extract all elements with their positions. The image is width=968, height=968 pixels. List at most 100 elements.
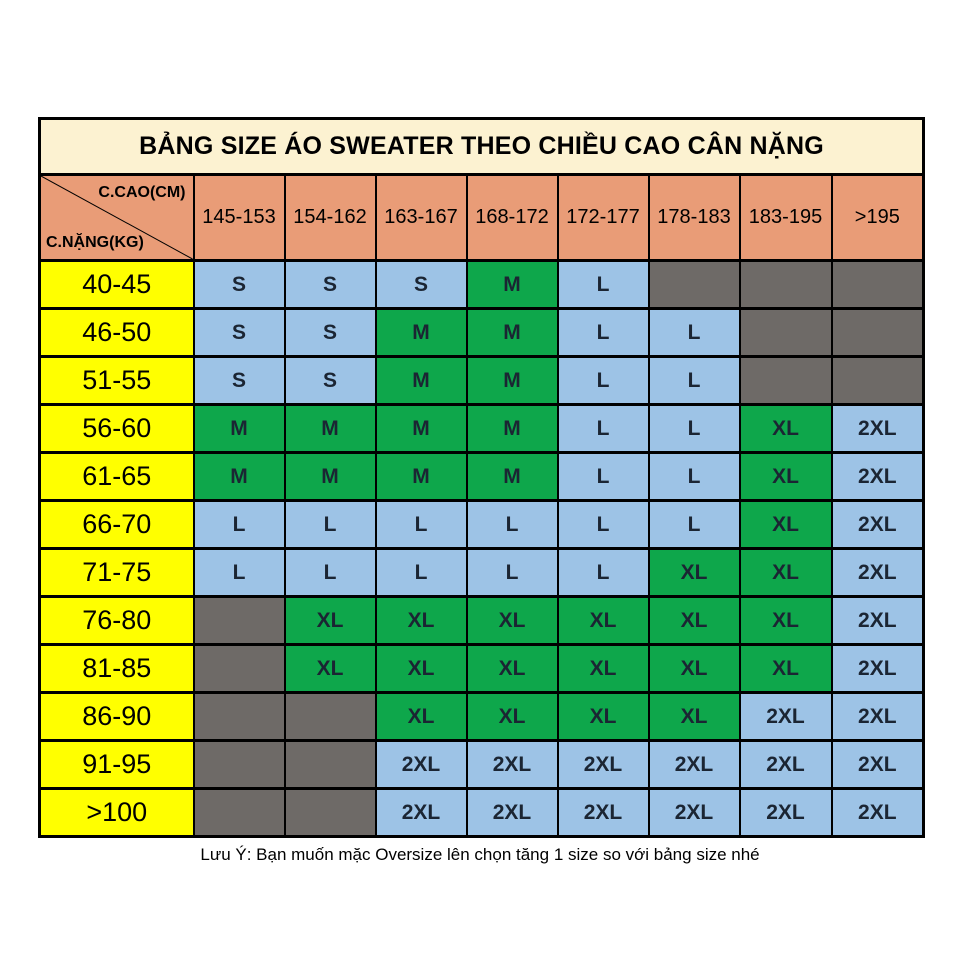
size-cell: S	[283, 259, 377, 310]
size-cell: 2XL	[738, 691, 833, 742]
size-cell: XL	[647, 691, 741, 742]
size-cell: 2XL	[830, 451, 925, 502]
size-cell: 2XL	[556, 739, 650, 790]
empty-cell	[738, 355, 833, 406]
size-cell: L	[374, 547, 468, 598]
size-cell: XL	[556, 595, 650, 646]
size-cell: 2XL	[647, 787, 741, 838]
size-cell: XL	[556, 643, 650, 694]
size-cell: L	[556, 259, 650, 310]
size-cell: L	[465, 499, 559, 550]
size-cell: L	[556, 499, 650, 550]
size-cell: L	[192, 547, 286, 598]
size-cell: 2XL	[374, 787, 468, 838]
size-cell: L	[647, 403, 741, 454]
size-cell: XL	[738, 643, 833, 694]
weight-row-header: 40-45	[38, 259, 195, 310]
height-col-header: 168-172	[465, 173, 559, 262]
size-cell: 2XL	[830, 595, 925, 646]
size-cell: 2XL	[830, 499, 925, 550]
size-cell: S	[192, 307, 286, 358]
size-cell: M	[192, 403, 286, 454]
size-cell: M	[192, 451, 286, 502]
size-cell: XL	[374, 691, 468, 742]
footer-note: Lưu Ý: Bạn muốn mặc Oversize lên chọn tă…	[200, 845, 760, 864]
empty-cell	[738, 307, 833, 358]
size-cell: S	[283, 355, 377, 406]
size-row: 40-45 S S S M L	[38, 259, 925, 310]
size-cell: 2XL	[830, 643, 925, 694]
size-row: 81-85 XL XL XL XL XL XL 2XL	[38, 643, 925, 694]
size-cell: 2XL	[830, 787, 925, 838]
size-row: 76-80 XL XL XL XL XL XL 2XL	[38, 595, 925, 646]
size-cell: M	[374, 307, 468, 358]
size-cell: 2XL	[738, 787, 833, 838]
size-cell: L	[465, 547, 559, 598]
size-cell: L	[556, 355, 650, 406]
empty-cell	[283, 691, 377, 742]
size-cell: L	[283, 499, 377, 550]
weight-row-header: 66-70	[38, 499, 195, 550]
size-cell: 2XL	[830, 739, 925, 790]
size-cell: 2XL	[556, 787, 650, 838]
size-cell: S	[192, 355, 286, 406]
size-cell: L	[647, 451, 741, 502]
weight-row-header: >100	[38, 787, 195, 838]
weight-row-header: 76-80	[38, 595, 195, 646]
height-col-header: 172-177	[556, 173, 650, 262]
size-cell: M	[465, 259, 559, 310]
size-cell: XL	[647, 595, 741, 646]
size-cell: M	[283, 403, 377, 454]
height-col-header: 154-162	[283, 173, 377, 262]
empty-cell	[738, 259, 833, 310]
empty-cell	[192, 739, 286, 790]
size-cell: S	[283, 307, 377, 358]
size-cell: 2XL	[374, 739, 468, 790]
size-cell: XL	[738, 499, 833, 550]
size-cell: 2XL	[465, 787, 559, 838]
size-cell: L	[647, 307, 741, 358]
size-row: 91-95 2XL 2XL 2XL 2XL 2XL 2XL	[38, 739, 925, 790]
empty-cell	[830, 307, 925, 358]
height-col-header: 178-183	[647, 173, 741, 262]
size-cell: 2XL	[738, 739, 833, 790]
diagonal-line	[41, 176, 193, 259]
height-col-header: 183-195	[738, 173, 833, 262]
size-cell: M	[283, 451, 377, 502]
empty-cell	[192, 787, 286, 838]
size-cell: L	[647, 499, 741, 550]
size-cell: XL	[738, 403, 833, 454]
weight-row-header: 61-65	[38, 451, 195, 502]
size-cell: M	[374, 403, 468, 454]
height-axis-label: C.CAO(CM)	[98, 184, 186, 201]
size-table-body: 40-45 S S S M L 46-50 S S M M L L 51-55 S S M M L L 56-60 M M M…	[38, 259, 925, 838]
size-cell: XL	[283, 595, 377, 646]
size-cell: L	[283, 547, 377, 598]
chart-title: BẢNG SIZE ÁO SWEATER THEO CHIỀU CAO CÂN …	[38, 117, 925, 176]
size-row: 66-70 L L L L L L XL 2XL	[38, 499, 925, 550]
size-cell: M	[465, 355, 559, 406]
size-cell: L	[556, 547, 650, 598]
empty-cell	[830, 259, 925, 310]
weight-axis-label: C.NẶNG(KG)	[46, 234, 144, 251]
size-cell: M	[465, 403, 559, 454]
size-row: >100 2XL 2XL 2XL 2XL 2XL 2XL	[38, 787, 925, 838]
size-cell: M	[465, 451, 559, 502]
weight-row-header: 71-75	[38, 547, 195, 598]
size-cell: L	[647, 355, 741, 406]
size-cell: 2XL	[830, 547, 925, 598]
weight-row-header: 81-85	[38, 643, 195, 694]
title-row: BẢNG SIZE ÁO SWEATER THEO CHIỀU CAO CÂN …	[38, 117, 925, 176]
size-cell: L	[192, 499, 286, 550]
size-cell: M	[374, 451, 468, 502]
empty-cell	[830, 355, 925, 406]
size-cell: M	[374, 355, 468, 406]
size-cell: XL	[465, 691, 559, 742]
empty-cell	[192, 643, 286, 694]
size-cell: XL	[738, 451, 833, 502]
size-cell: XL	[556, 691, 650, 742]
weight-row-header: 46-50	[38, 307, 195, 358]
size-cell: L	[556, 451, 650, 502]
size-chart-table: BẢNG SIZE ÁO SWEATER THEO CHIỀU CAO CÂN …	[38, 117, 926, 838]
